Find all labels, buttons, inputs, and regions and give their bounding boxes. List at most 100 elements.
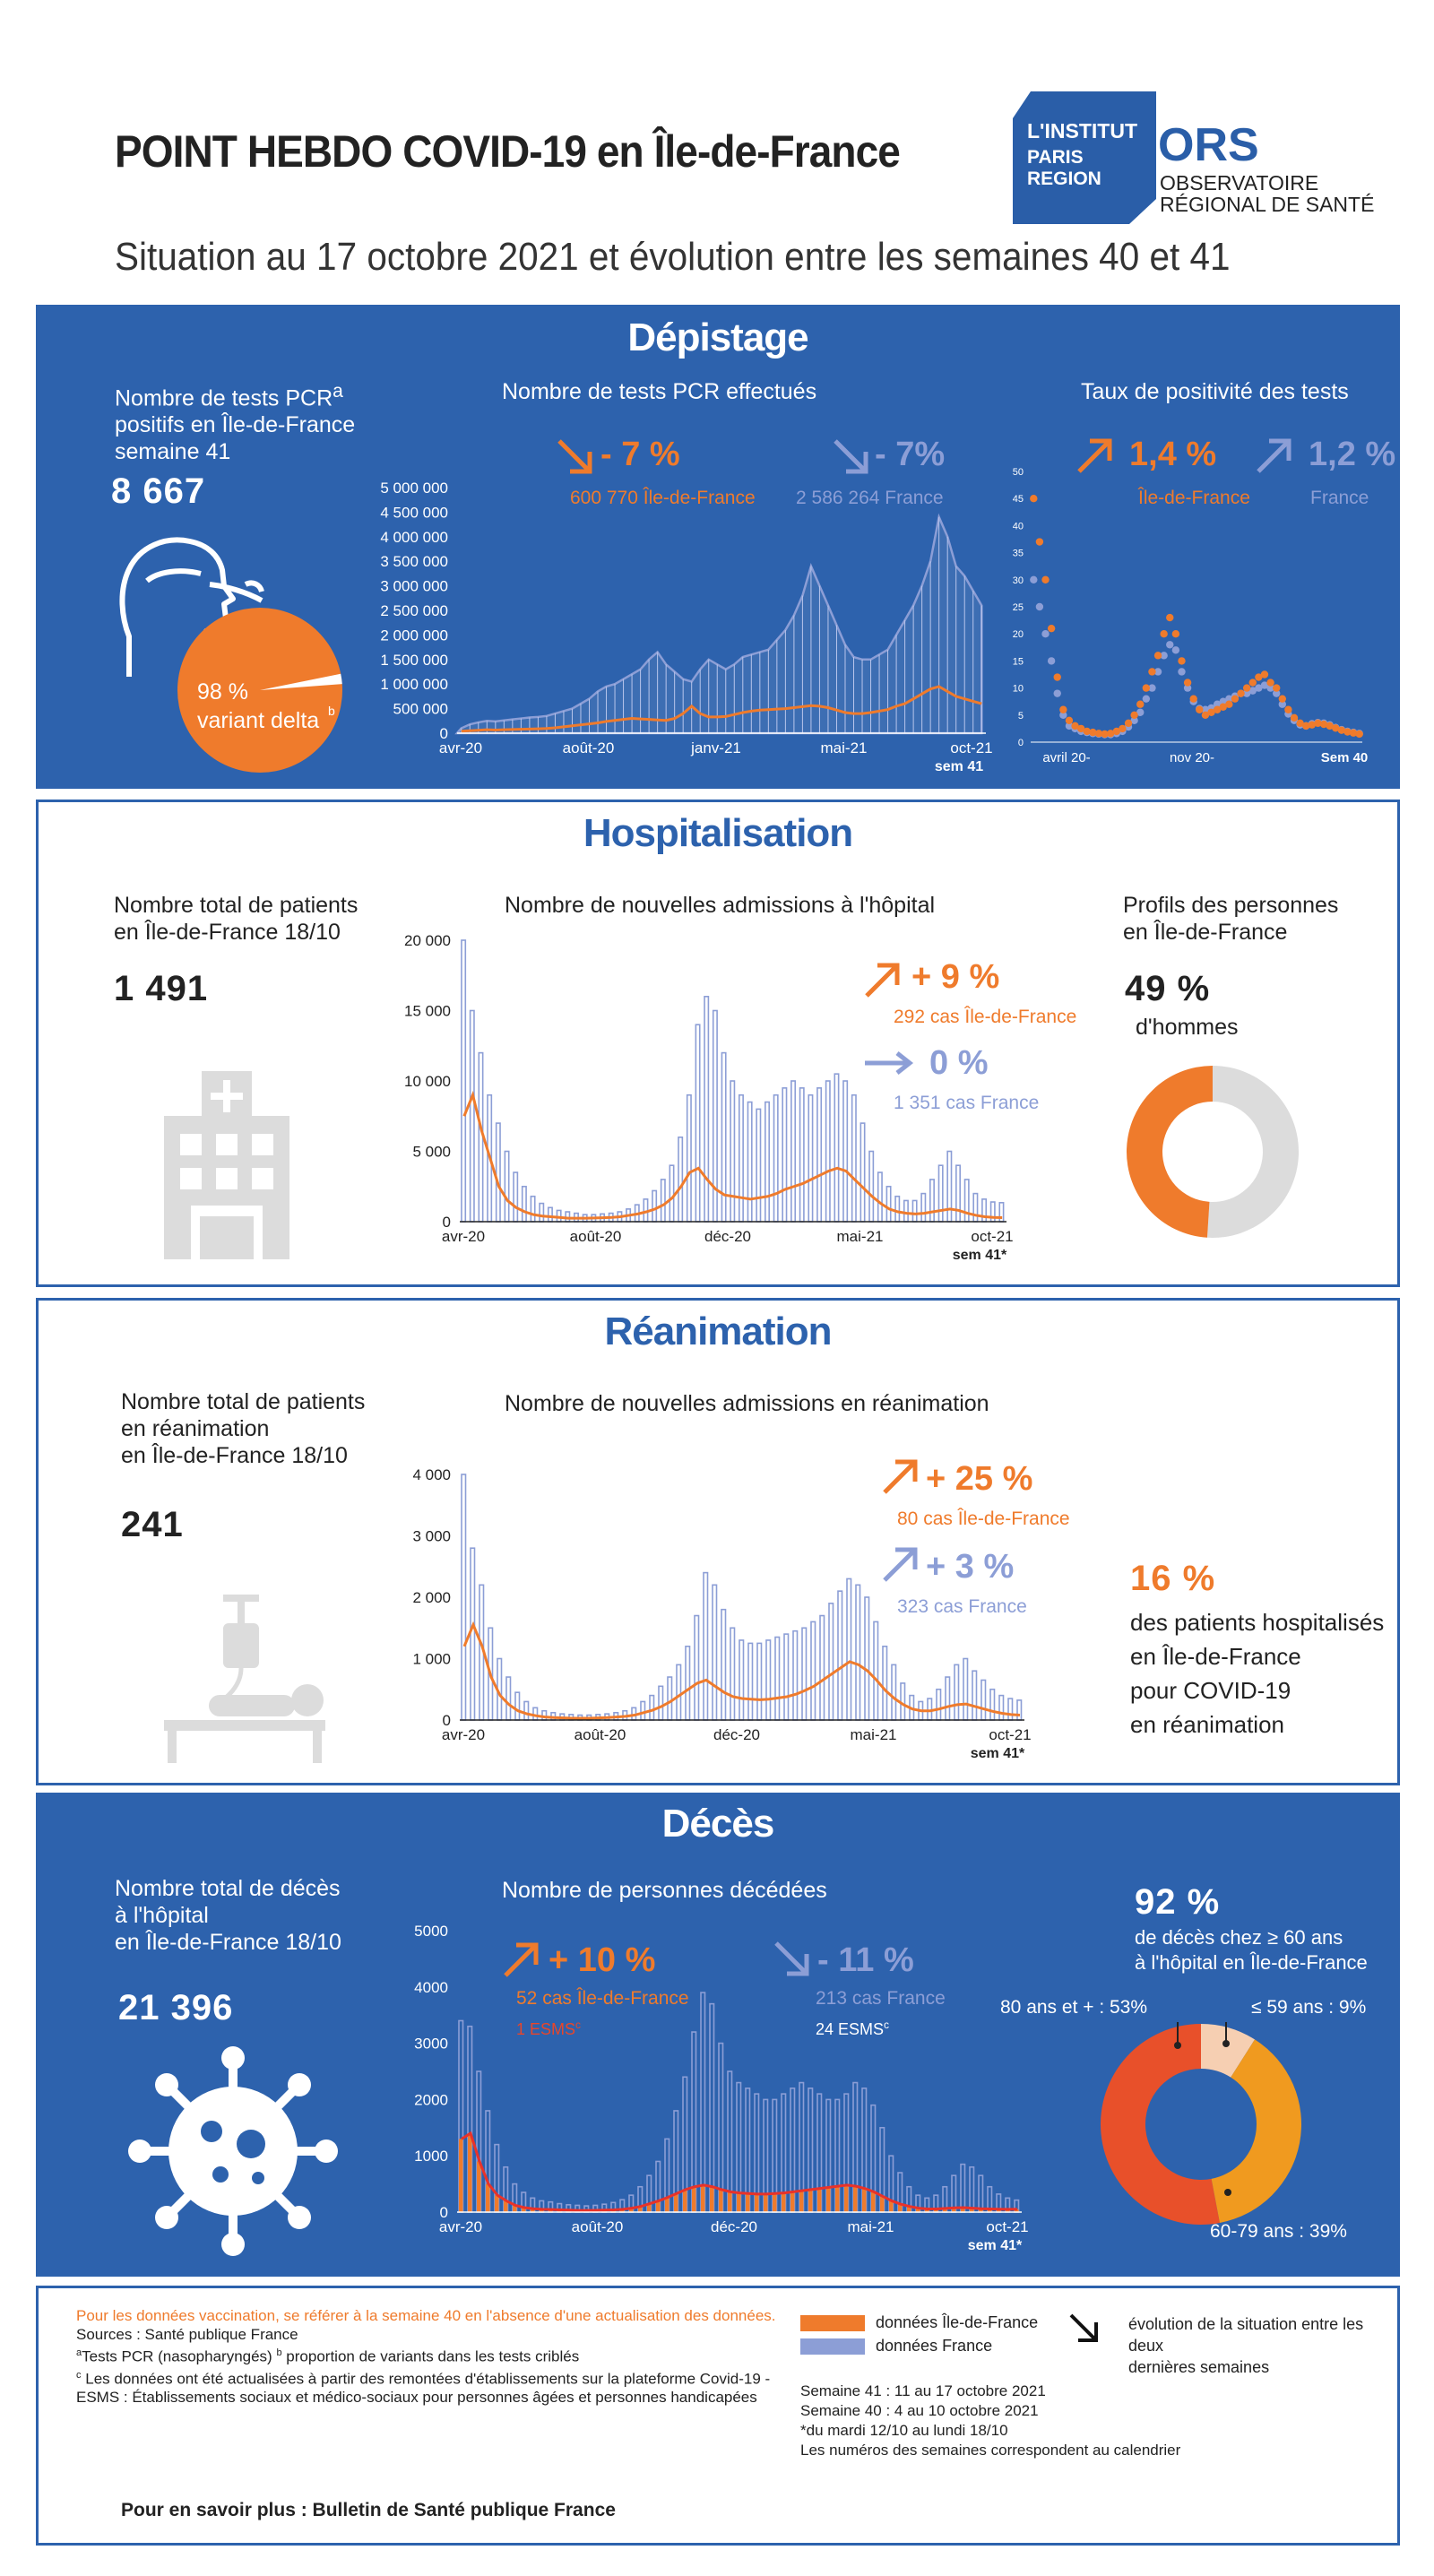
hosp-chart: 0 5 000 10 000 15 000 20 000 avr-20 août-20 déc… bbox=[404, 932, 1014, 1263]
profile-line-1: Profils des personnes bbox=[1123, 893, 1339, 918]
point-idf bbox=[1130, 711, 1138, 719]
bar-france bbox=[461, 1474, 467, 1721]
bar-france bbox=[658, 1685, 664, 1721]
bar-france bbox=[678, 1137, 684, 1223]
x-tick-label: oct-21 bbox=[950, 739, 992, 756]
x-tick-label: août-20 bbox=[572, 2218, 624, 2235]
bar-france bbox=[773, 1094, 779, 1223]
series-france-area bbox=[454, 513, 983, 735]
bar-france bbox=[981, 1198, 988, 1223]
point-idf bbox=[1349, 729, 1358, 737]
ors-line-2: RÉGIONAL DE SANTÉ bbox=[1160, 193, 1375, 216]
bar-idf bbox=[835, 2186, 840, 2212]
deces-fr-esms: 24 ESMSc bbox=[816, 2018, 889, 2039]
y-tick-label: 35 bbox=[1013, 549, 1024, 559]
bar-france bbox=[868, 1150, 875, 1223]
depistage-kpi-value: 8 667 bbox=[111, 471, 206, 511]
bar-france bbox=[504, 1150, 510, 1223]
point-idf bbox=[1183, 679, 1192, 687]
rea-kpi-line-3: en Île-de-France 18/10 bbox=[121, 1443, 348, 1468]
x-tick-label: août-20 bbox=[574, 1726, 626, 1743]
ors-logo-text: OBSERVATOIRE RÉGIONAL DE SANTÉ bbox=[1160, 172, 1374, 215]
hosp-title: Hospitalisation bbox=[583, 811, 853, 855]
bar-france bbox=[929, 1179, 935, 1223]
point-idf bbox=[1308, 721, 1317, 729]
point-idf bbox=[1035, 538, 1044, 546]
bar-france bbox=[1007, 1698, 1014, 1721]
panel-depistage: Dépistage Nombre de tests PCRa positifs … bbox=[36, 305, 1400, 789]
point-idf bbox=[1343, 728, 1352, 736]
deces-title: Décès bbox=[661, 1802, 775, 1846]
point-idf bbox=[1178, 657, 1186, 665]
bar-idf bbox=[782, 2192, 786, 2212]
pos-idf-label: Île-de-France bbox=[1138, 488, 1250, 508]
more-info: Pour en savoir plus : Bulletin de Santé … bbox=[121, 2500, 616, 2520]
bar-france bbox=[694, 1614, 700, 1721]
bar-france bbox=[960, 2163, 966, 2213]
bar-idf bbox=[746, 2193, 750, 2212]
deces-idf-esms: 1 ESMSc bbox=[516, 2018, 581, 2039]
week-note-label: Sem 40 bbox=[1321, 750, 1369, 765]
point-idf bbox=[1053, 673, 1061, 681]
arrow-up-right-icon bbox=[1257, 438, 1291, 473]
kpi-line-2: positifs en Île-de-France bbox=[115, 412, 356, 438]
y-tick-label: 20 bbox=[1013, 629, 1024, 640]
age-line-2: à l'hôpital en Île-de-France bbox=[1135, 1951, 1368, 1974]
tests-fr-change: - 7% bbox=[875, 436, 946, 473]
point-idf bbox=[1260, 670, 1269, 679]
bar-idf bbox=[719, 2189, 723, 2212]
rea-share-pct: 16 % bbox=[1130, 1559, 1216, 1598]
point-france bbox=[1153, 668, 1162, 676]
y-tick-label: 5 000 000 bbox=[380, 480, 448, 497]
x-tick-label: août-20 bbox=[563, 739, 615, 756]
bar-france bbox=[721, 1608, 727, 1721]
rea-fr-change: + 3 % bbox=[926, 1548, 1015, 1586]
rea-idf-change: + 25 % bbox=[926, 1460, 1033, 1498]
y-tick-label: 2 500 000 bbox=[380, 602, 448, 619]
legend-arrow-2: dernières semaines bbox=[1128, 2358, 1270, 2376]
bar-france bbox=[513, 1171, 519, 1223]
point-idf bbox=[1030, 495, 1038, 503]
point-france bbox=[1242, 689, 1251, 697]
point-idf bbox=[1089, 728, 1097, 737]
x-tick-label: oct-21 bbox=[989, 1726, 1031, 1743]
variant-pie: 98 % variant delta b bbox=[177, 608, 342, 773]
hosp-idf-detail: 292 cas Île-de-France bbox=[894, 1007, 1077, 1027]
bar-idf bbox=[1015, 2209, 1019, 2212]
point-france bbox=[1035, 602, 1044, 611]
page-subtitle: Situation au 17 octobre 2021 et évolutio… bbox=[115, 235, 1231, 279]
pos-idf-change: 1,4 % bbox=[1129, 436, 1217, 473]
bar-idf bbox=[540, 2209, 544, 2212]
point-idf bbox=[1266, 679, 1274, 687]
y-tick-label: 15 000 bbox=[404, 1003, 451, 1020]
bar-france bbox=[810, 1621, 816, 1721]
arrow-legend-icon bbox=[1069, 2313, 1098, 2342]
share-line-4: en réanimation bbox=[1130, 1711, 1284, 1738]
bar-idf bbox=[808, 2189, 813, 2212]
panel-reanimation: Réanimation Nombre total de patients en … bbox=[36, 1298, 1400, 1785]
y-tick-label: 1 000 000 bbox=[380, 676, 448, 693]
bar-france bbox=[700, 1992, 706, 2213]
bar-idf bbox=[477, 2161, 481, 2212]
bar-france bbox=[808, 1094, 814, 1223]
bar-france bbox=[669, 1164, 675, 1223]
y-tick-label: 3 500 000 bbox=[380, 553, 448, 570]
bar-france bbox=[730, 1627, 736, 1721]
point-france bbox=[1178, 668, 1186, 676]
bar-france bbox=[649, 1694, 655, 1721]
point-france bbox=[1260, 681, 1269, 689]
arrow-down-right-icon bbox=[557, 439, 592, 474]
deces-kpi-value: 21 396 bbox=[118, 1988, 234, 2027]
bar-france bbox=[877, 1171, 883, 1223]
bar-france bbox=[972, 1192, 979, 1223]
bar-idf bbox=[799, 2191, 804, 2212]
week-note-label: sem 41 bbox=[935, 759, 983, 774]
bar-france bbox=[685, 1646, 691, 1721]
share-line-3: pour COVID-19 bbox=[1130, 1677, 1291, 1704]
bar-france bbox=[523, 1700, 530, 1721]
bar-france bbox=[765, 1639, 772, 1721]
positivity-chart: 0 5 10 15 20 25 30 35 40 45 50 avril 20- nov 20- Sem … bbox=[1013, 467, 1369, 765]
depistage-title: Dépistage bbox=[627, 316, 808, 359]
donut-men-segment bbox=[1127, 1066, 1213, 1238]
